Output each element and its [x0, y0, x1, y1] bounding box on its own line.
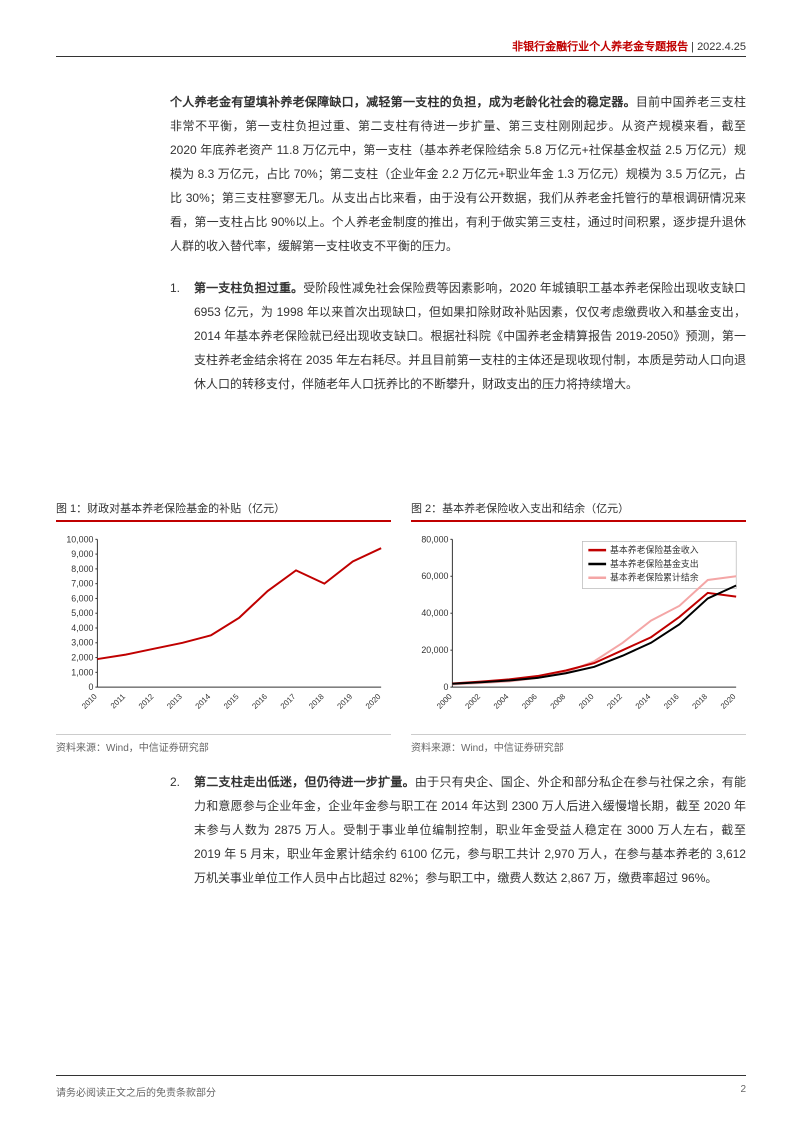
footer-disclaimer: 请务必阅读正文之后的免责条款部分 — [56, 1084, 216, 1099]
svg-text:2014: 2014 — [634, 692, 653, 711]
svg-text:60,000: 60,000 — [421, 571, 448, 581]
footer-page-number: 2 — [740, 1084, 746, 1099]
svg-text:3,000: 3,000 — [71, 638, 93, 648]
list-item-2: 2. 第二支柱走出低迷，但仍待进一步扩量。由于只有央企、国企、外企和部分私企在参… — [170, 770, 746, 890]
chart1-column: 图 1：财政对基本养老保险基金的补贴（亿元） 0 1,000 2,000 3,000 4… — [56, 500, 391, 754]
svg-text:6,000: 6,000 — [71, 593, 93, 603]
chart1-title: 图 1：财政对基本养老保险基金的补贴（亿元） — [56, 500, 391, 522]
svg-text:2006: 2006 — [520, 692, 539, 711]
intro-body: 目前中国养老三支柱非常不平衡，第一支柱负担过重、第二支柱有待进一步扩量、第三支柱… — [170, 95, 746, 253]
header-date: 2022.4.25 — [697, 41, 746, 53]
svg-text:9,000: 9,000 — [71, 549, 93, 559]
svg-text:2010: 2010 — [577, 692, 596, 711]
svg-text:2014: 2014 — [194, 692, 213, 711]
svg-text:2004: 2004 — [492, 692, 511, 711]
svg-text:20,000: 20,000 — [421, 645, 448, 655]
svg-text:5,000: 5,000 — [71, 608, 93, 618]
svg-text:2011: 2011 — [109, 692, 127, 710]
main-content-lower: 2. 第二支柱走出低迷，但仍待进一步扩量。由于只有央企、国企、外企和部分私企在参… — [170, 770, 746, 902]
svg-text:40,000: 40,000 — [421, 608, 448, 618]
chart2-column: 图 2：基本养老保险收入支出和结余（亿元） 基本养老保险基金收入基本养老保险基金… — [411, 500, 746, 754]
svg-text:2016: 2016 — [662, 692, 681, 711]
list-item-1: 1. 第一支柱负担过重。受阶段性减免社会保险费等因素影响，2020 年城镇职工基… — [170, 276, 746, 396]
svg-text:2018: 2018 — [690, 692, 709, 711]
header-sep: | — [688, 41, 697, 53]
intro-bold: 个人养老金有望填补养老保障缺口，减轻第一支柱的负担，成为老龄化社会的稳定器。 — [170, 95, 636, 109]
item1-text: 第一支柱负担过重。受阶段性减免社会保险费等因素影响，2020 年城镇职工基本养老… — [194, 276, 746, 396]
item2-body: 由于只有央企、国企、外企和部分私企在参与社保之余，有能力和意愿参与企业年金，企业… — [194, 775, 746, 885]
chart1-source: 资料来源：Wind，中信证券研究部 — [56, 734, 391, 754]
svg-text:2002: 2002 — [463, 692, 482, 711]
item1-number: 1. — [170, 276, 194, 396]
svg-text:2010: 2010 — [80, 692, 99, 711]
svg-text:2012: 2012 — [137, 692, 156, 711]
svg-text:2020: 2020 — [719, 692, 738, 711]
header-divider — [56, 56, 746, 57]
item2-text: 第二支柱走出低迷，但仍待进一步扩量。由于只有央企、国企、外企和部分私企在参与社保… — [194, 770, 746, 890]
svg-text:2017: 2017 — [279, 692, 298, 711]
svg-text:基本养老保险累计结余: 基本养老保险累计结余 — [610, 572, 699, 583]
svg-text:2013: 2013 — [165, 692, 184, 711]
svg-text:2020: 2020 — [364, 692, 383, 711]
svg-text:2012: 2012 — [605, 692, 624, 711]
svg-text:8,000: 8,000 — [71, 564, 93, 574]
svg-text:基本养老保险基金收入: 基本养老保险基金收入 — [610, 544, 699, 555]
svg-text:0: 0 — [89, 682, 94, 692]
svg-text:1,000: 1,000 — [71, 667, 93, 677]
item1-body: 受阶段性减免社会保险费等因素影响，2020 年城镇职工基本养老保险出现收支缺口 … — [194, 281, 746, 391]
chart2-svg: 基本养老保险基金收入基本养老保险基金支出基本养老保险累计结余 0 20,000 40,… — [411, 528, 746, 728]
chart2-source: 资料来源：Wind，中信证券研究部 — [411, 734, 746, 754]
svg-text:7,000: 7,000 — [71, 579, 93, 589]
item2-bold: 第二支柱走出低迷，但仍待进一步扩量。 — [194, 775, 415, 789]
svg-text:2,000: 2,000 — [71, 653, 93, 663]
svg-text:2015: 2015 — [222, 692, 241, 711]
page-header: 非银行金融行业个人养老金专题报告 | 2022.4.25 — [512, 38, 746, 54]
page-footer: 请务必阅读正文之后的免责条款部分 2 — [56, 1075, 746, 1099]
svg-text:2016: 2016 — [250, 692, 269, 711]
chart1-plot: 0 1,000 2,000 3,000 4,000 5,000 6,000 7,000 8,00… — [56, 528, 391, 728]
charts-row: 图 1：财政对基本养老保险基金的补贴（亿元） 0 1,000 2,000 3,000 4… — [56, 500, 746, 754]
item1-bold: 第一支柱负担过重。 — [194, 281, 303, 295]
intro-paragraph: 个人养老金有望填补养老保障缺口，减轻第一支柱的负担，成为老龄化社会的稳定器。目前… — [170, 90, 746, 258]
svg-text:2008: 2008 — [549, 692, 568, 711]
svg-text:80,000: 80,000 — [421, 534, 448, 544]
main-content-upper: 个人养老金有望填补养老保障缺口，减轻第一支柱的负担，成为老龄化社会的稳定器。目前… — [170, 90, 746, 408]
chart2-title: 图 2：基本养老保险收入支出和结余（亿元） — [411, 500, 746, 522]
svg-text:4,000: 4,000 — [71, 623, 93, 633]
svg-text:2019: 2019 — [335, 692, 354, 711]
item2-number: 2. — [170, 770, 194, 890]
svg-text:2000: 2000 — [435, 692, 454, 711]
svg-text:10,000: 10,000 — [66, 534, 93, 544]
chart2-plot: 基本养老保险基金收入基本养老保险基金支出基本养老保险累计结余 0 20,000 40,… — [411, 528, 746, 728]
chart1-svg: 0 1,000 2,000 3,000 4,000 5,000 6,000 7,000 8,00… — [56, 528, 391, 728]
header-title: 非银行金融行业个人养老金专题报告 — [512, 41, 688, 53]
svg-text:2018: 2018 — [307, 692, 326, 711]
svg-text:0: 0 — [444, 682, 449, 692]
svg-text:基本养老保险基金支出: 基本养老保险基金支出 — [610, 558, 699, 569]
